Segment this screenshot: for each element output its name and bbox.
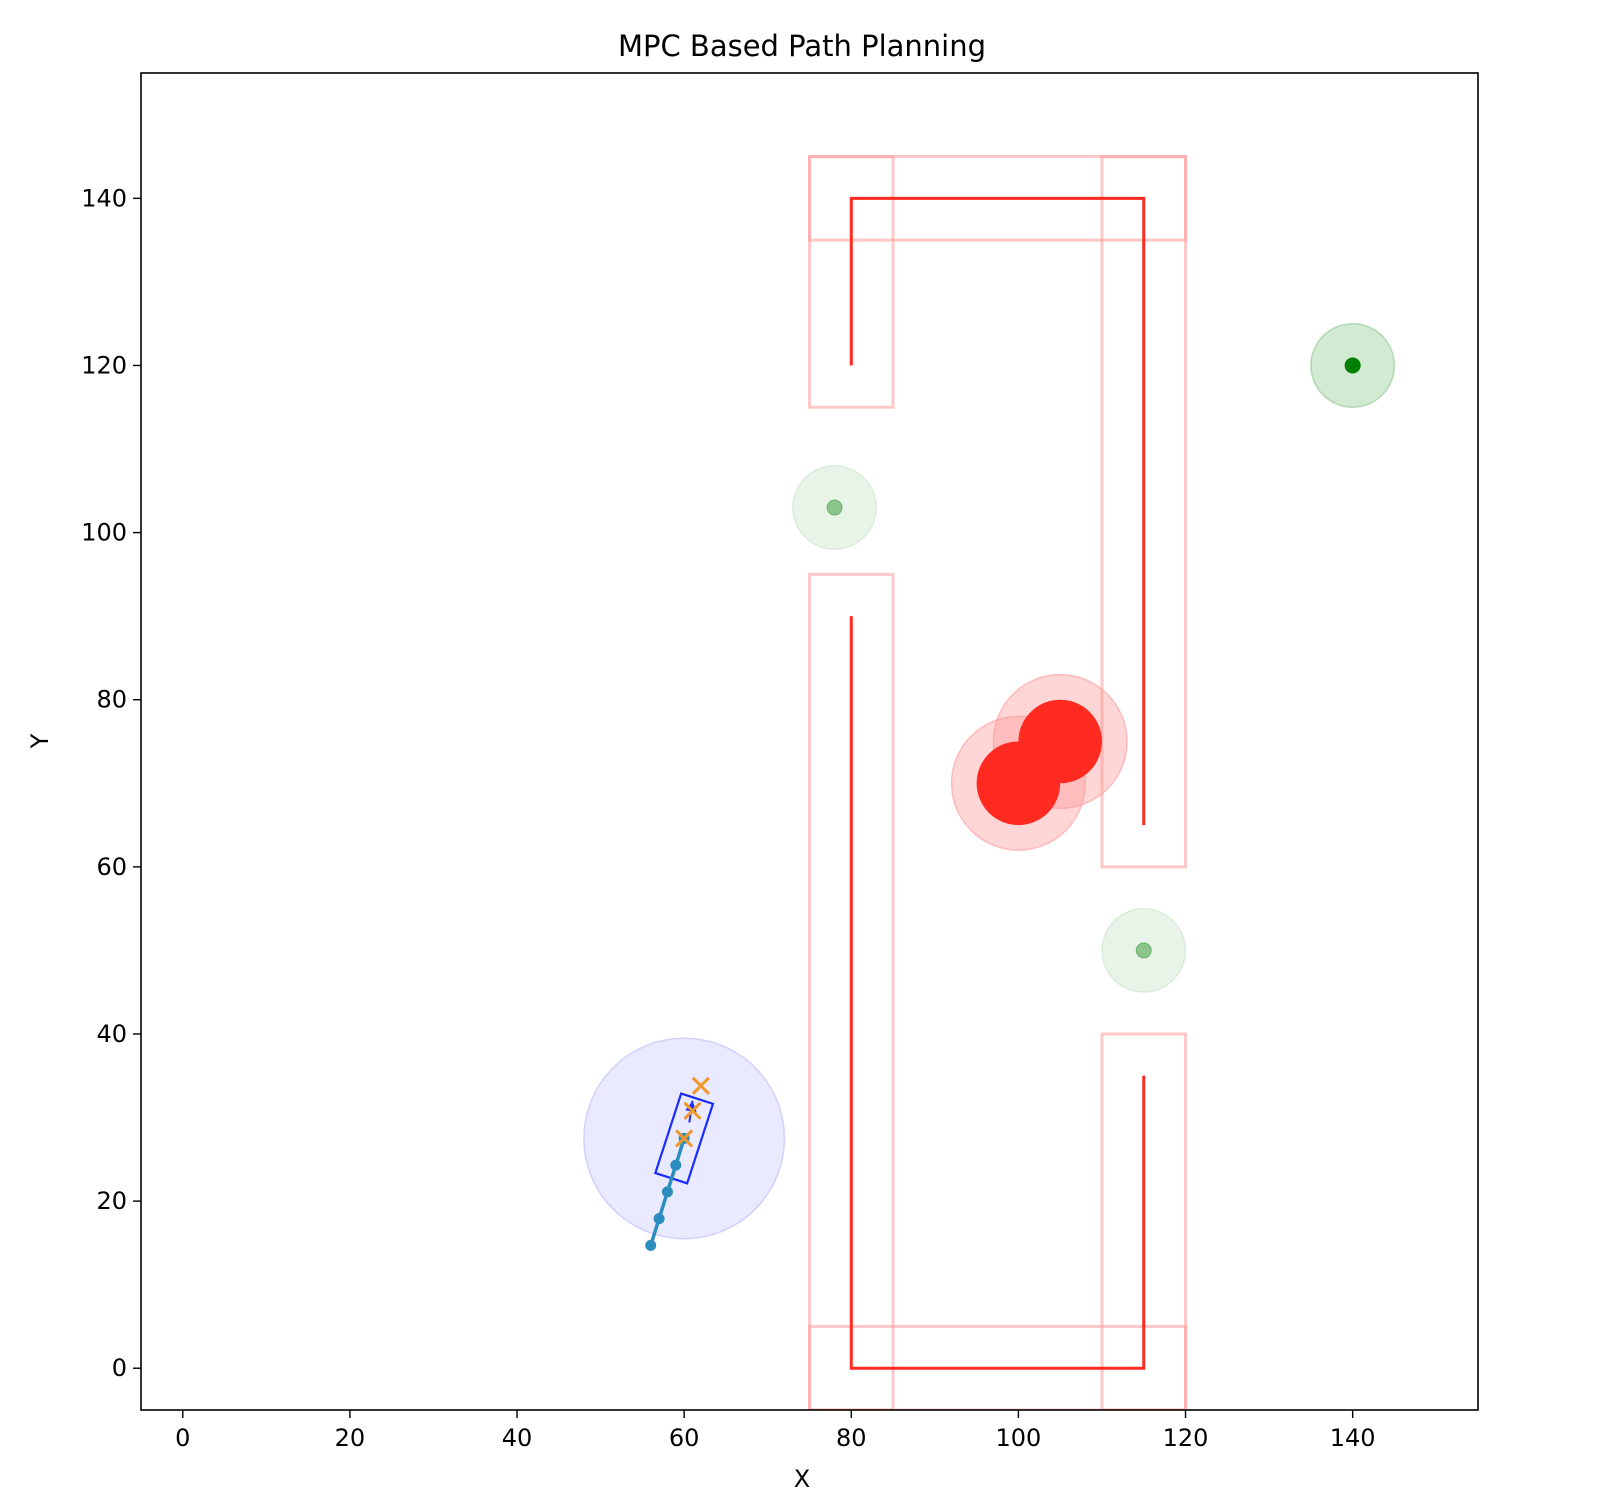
y-axis-label: Y [26, 733, 54, 749]
trajectory-point-2 [661, 1186, 673, 1198]
trajectory-point-3 [670, 1159, 682, 1171]
y-tick-label-5: 100 [81, 519, 127, 547]
wall-zone-2 [1100, 155, 1188, 869]
y-tick-label-7: 140 [81, 184, 127, 212]
x-tick-label-1: 20 [335, 1424, 366, 1452]
y-tick-label-6: 120 [81, 351, 127, 379]
predicted-point-1 [683, 1101, 702, 1120]
robot-body [653, 1092, 715, 1185]
x-tick-label-4: 80 [836, 1424, 867, 1452]
y-tick-label-3: 60 [96, 853, 127, 881]
y-tick-label-4: 80 [96, 686, 127, 714]
x-tick-label-6: 120 [1163, 1424, 1209, 1452]
x-tick-label-3: 60 [669, 1424, 700, 1452]
goal-halo-1 [792, 464, 878, 551]
x-tick-label-0: 0 [175, 1424, 190, 1452]
wall-zone-5 [1100, 1032, 1188, 1410]
trajectory-point-0 [645, 1239, 657, 1251]
plot-area [583, 155, 1396, 1410]
wall-zone-3 [808, 572, 895, 1410]
wall-1 [849, 616, 1146, 1370]
y-tick-label-0: 0 [112, 1354, 127, 1382]
predicted-point-2 [691, 1076, 710, 1095]
axes: 0 20 40 60 80 100 120 140 0 20 40 60 80 100 120 140 [81, 72, 1479, 1452]
y-tick-label-2: 40 [96, 1020, 127, 1048]
y-tick-label-1: 20 [96, 1187, 127, 1215]
x-axis-label: X [794, 1465, 810, 1493]
predicted-point-0 [675, 1129, 694, 1148]
trajectory-point-1 [653, 1213, 665, 1225]
goal-marker-1 [826, 499, 843, 516]
goal-halo-2 [1101, 907, 1187, 993]
wall-0 [849, 196, 1146, 826]
axes-frame [140, 72, 1479, 1411]
goal-marker-2 [1135, 942, 1152, 959]
x-tick-label-5: 100 [996, 1424, 1042, 1452]
goal-marker-0 [1344, 357, 1361, 374]
obstacle-1 [1018, 699, 1102, 784]
x-tick-label-7: 140 [1330, 1424, 1376, 1452]
chart-title: MPC Based Path Planning [618, 29, 986, 63]
x-tick-label-2: 40 [502, 1424, 533, 1452]
